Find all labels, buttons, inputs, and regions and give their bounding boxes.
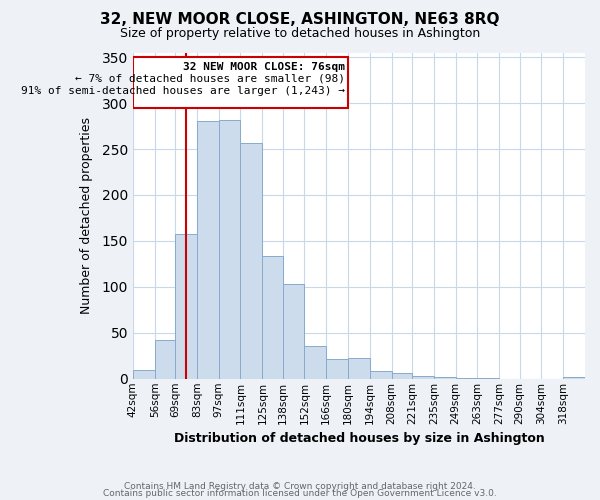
Bar xyxy=(133,370,155,379)
Bar xyxy=(478,378,499,379)
Bar xyxy=(412,376,434,379)
Bar xyxy=(455,378,478,379)
Text: Contains public sector information licensed under the Open Government Licence v3: Contains public sector information licen… xyxy=(103,488,497,498)
Bar xyxy=(370,372,392,379)
Bar xyxy=(304,346,326,379)
Bar xyxy=(175,234,197,379)
Bar xyxy=(262,256,283,379)
X-axis label: Distribution of detached houses by size in Ashington: Distribution of detached houses by size … xyxy=(173,432,544,445)
Text: Contains HM Land Registry data © Crown copyright and database right 2024.: Contains HM Land Registry data © Crown c… xyxy=(124,482,476,491)
Bar xyxy=(392,374,412,379)
Bar xyxy=(241,142,262,379)
Bar xyxy=(348,358,370,379)
Bar xyxy=(197,122,218,379)
Text: ← 7% of detached houses are smaller (98): ← 7% of detached houses are smaller (98) xyxy=(75,74,345,84)
Bar xyxy=(155,340,175,379)
Text: 32 NEW MOOR CLOSE: 76sqm: 32 NEW MOOR CLOSE: 76sqm xyxy=(183,62,345,72)
Y-axis label: Number of detached properties: Number of detached properties xyxy=(80,117,94,314)
Text: Size of property relative to detached houses in Ashington: Size of property relative to detached ho… xyxy=(120,28,480,40)
Bar xyxy=(218,120,241,379)
FancyBboxPatch shape xyxy=(133,57,348,108)
Bar xyxy=(434,377,455,379)
Bar xyxy=(563,377,585,379)
Text: 91% of semi-detached houses are larger (1,243) →: 91% of semi-detached houses are larger (… xyxy=(21,86,345,96)
Text: 32, NEW MOOR CLOSE, ASHINGTON, NE63 8RQ: 32, NEW MOOR CLOSE, ASHINGTON, NE63 8RQ xyxy=(100,12,500,28)
Bar xyxy=(283,284,304,379)
Bar xyxy=(326,358,348,379)
